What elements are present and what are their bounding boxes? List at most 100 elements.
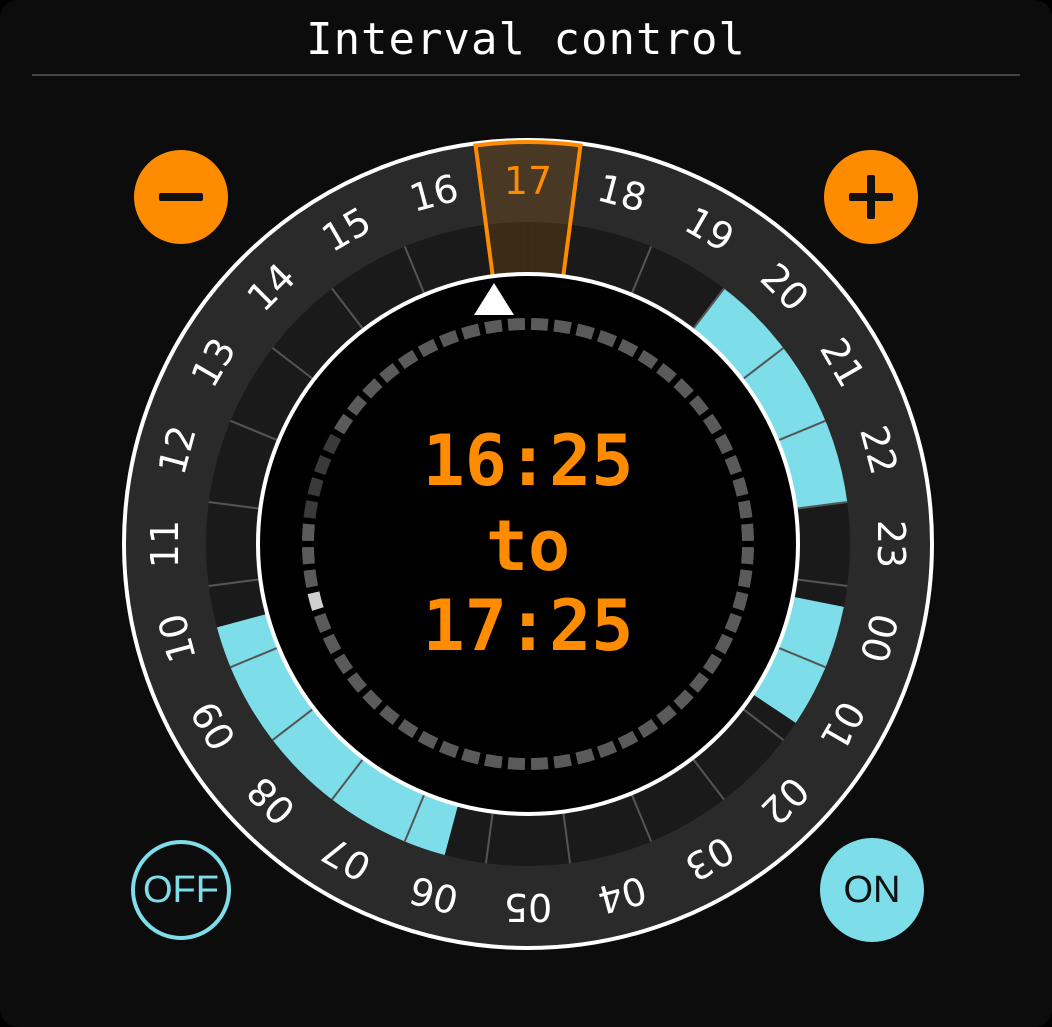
minute-segment — [484, 753, 503, 769]
minute-segment — [438, 330, 460, 348]
minute-segment — [656, 363, 677, 383]
minute-segment — [575, 748, 595, 765]
hour-divider — [628, 788, 653, 842]
minute-segment — [637, 718, 659, 739]
hour-divider — [737, 704, 785, 741]
minute-segment — [732, 591, 749, 611]
minute-segment — [673, 378, 694, 399]
minute-segment — [417, 730, 439, 750]
hour-divider — [561, 806, 572, 864]
minute-segment — [302, 546, 315, 565]
minute-segment — [322, 433, 342, 455]
hour-divider — [208, 577, 266, 588]
minute-segment — [741, 523, 754, 542]
minute-segment — [379, 705, 400, 725]
minute-segment — [714, 433, 734, 455]
minute-segment — [461, 323, 481, 340]
minute-segment — [303, 500, 319, 519]
minute-segment — [362, 689, 383, 710]
minute-segment — [333, 413, 354, 435]
minute-segment — [507, 318, 526, 331]
hour-divider — [271, 347, 319, 384]
minute-segment — [741, 546, 754, 565]
hour-divider — [230, 644, 284, 669]
minute-segment — [530, 318, 549, 331]
minute-segment — [553, 753, 572, 769]
minute-segment — [484, 319, 503, 335]
readout-separator: to — [486, 505, 570, 587]
minute-segment — [314, 454, 332, 476]
minute-segment — [724, 612, 742, 634]
selected-hour-marker[interactable] — [473, 140, 583, 282]
minute-segment — [362, 378, 383, 399]
minute-segment — [461, 748, 481, 765]
hour-label-05[interactable]: 05 — [504, 885, 552, 929]
hour-divider — [208, 500, 266, 511]
minute-segment — [347, 395, 367, 416]
minute-segment — [617, 338, 639, 358]
hour-label-11[interactable]: 11 — [143, 520, 187, 568]
hour-label-17[interactable]: 17 — [504, 159, 552, 203]
minute-segment — [689, 395, 709, 416]
hour-divider — [790, 500, 848, 511]
minute-segment — [656, 705, 677, 725]
page-title: Interval control — [306, 14, 746, 65]
minute-segment — [322, 633, 342, 655]
minute-ring — [302, 318, 754, 770]
minute-segment — [737, 569, 753, 588]
triangle-pointer-icon — [474, 283, 514, 315]
minute-segment — [714, 633, 734, 655]
hour-divider — [331, 287, 368, 335]
inner-circle — [256, 272, 800, 816]
minute-segment — [302, 523, 315, 542]
minus-button[interactable] — [134, 150, 228, 244]
minute-segment — [702, 413, 723, 435]
hour-divider — [628, 246, 653, 300]
minute-segment — [438, 740, 460, 758]
hour-divider — [230, 419, 284, 444]
minute-segment — [689, 672, 709, 693]
on-button[interactable]: ON — [820, 838, 924, 942]
minute-segment — [417, 338, 439, 358]
minute-segment — [307, 591, 324, 611]
minute-segment — [397, 718, 419, 739]
hour-divider — [772, 644, 826, 669]
dial-center — [256, 272, 800, 816]
hour-divider — [403, 246, 428, 300]
plus-button[interactable] — [824, 150, 918, 244]
hour-divider — [772, 419, 826, 444]
minute-segment — [575, 323, 595, 340]
minute-segment — [303, 569, 319, 588]
minute-segment — [732, 477, 749, 497]
minute-segment — [347, 672, 367, 693]
hour-label-23[interactable]: 23 — [869, 520, 913, 568]
title-divider — [32, 74, 1020, 76]
readout-start: 16:25 — [423, 420, 634, 502]
plus-icon — [849, 175, 893, 219]
minute-segment — [596, 740, 618, 758]
minute-segment — [737, 500, 753, 519]
active-range-segment — [689, 288, 848, 510]
off-button[interactable]: OFF — [131, 840, 231, 940]
hour-divider — [688, 753, 725, 801]
minute-segment — [553, 319, 572, 335]
minute-segment — [596, 330, 618, 348]
minute-segment — [379, 363, 400, 383]
readout-end: 17:25 — [423, 585, 634, 667]
minus-icon — [159, 193, 203, 201]
minute-segment — [397, 349, 419, 370]
minute-segment — [307, 477, 324, 497]
hour-divider — [790, 577, 848, 588]
active-range-segment — [748, 595, 844, 723]
minute-segment — [314, 612, 332, 634]
minute-segment — [637, 349, 659, 370]
minute-segment — [507, 757, 526, 770]
minute-segment — [333, 653, 354, 675]
hour-divider — [331, 753, 368, 801]
minute-segment — [673, 689, 694, 710]
hour-divider — [271, 704, 319, 741]
minute-segment — [617, 730, 639, 750]
hour-divider — [484, 806, 495, 864]
